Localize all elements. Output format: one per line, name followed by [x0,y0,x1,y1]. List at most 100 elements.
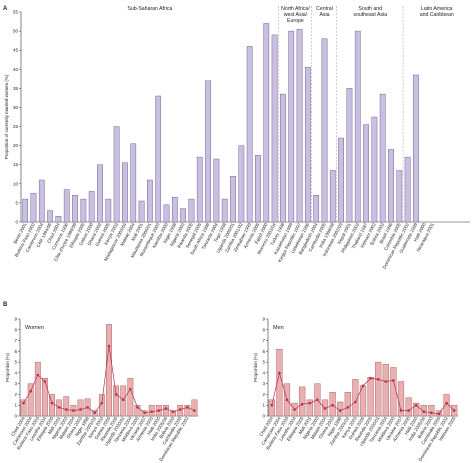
y-tick-label: 5 [14,360,17,365]
bar [443,394,450,417]
bar [352,379,359,417]
line-point [143,411,146,415]
bar [171,196,178,223]
bar [367,377,374,417]
bar [180,208,186,223]
bar [188,198,195,223]
bar [98,394,105,417]
bar [113,126,120,223]
line-point [22,401,25,405]
panel-b-letter: B [3,302,8,308]
y-tick-label: 9 [14,317,17,322]
y-tick-label: 25 [13,124,19,129]
line-point [293,408,296,411]
bar [113,385,120,417]
y-tick-label: 10 [13,181,19,186]
line-point [157,409,161,412]
line-point [178,408,182,411]
region-label: Europe [287,18,304,24]
bar [163,405,169,417]
line-point [445,401,448,405]
bar [268,399,275,417]
line-point [338,409,342,412]
line-point [430,411,433,415]
bar [105,198,112,223]
y-tick-label: 40 [13,67,19,72]
y-tick-label: 3 [14,381,17,386]
bar [263,23,270,223]
line-point [64,408,68,411]
y-tick-label: 3 [262,381,265,386]
bar [80,198,87,223]
line-point [100,401,104,405]
line-point [164,407,168,410]
line-point [93,411,97,415]
bar [63,189,70,223]
bar [313,195,320,223]
bar [338,137,344,223]
panel-a-chart: 0 5 10 15 20 25 30 35 40 45 50 55 Proportion of curr… [4,6,470,270]
line-point [171,410,175,413]
y-tick-label: 2 [262,392,265,397]
bar [379,93,386,223]
bar [191,399,198,417]
y-tick-label: 35 [13,86,19,91]
bar [390,367,397,417]
bar [49,394,55,417]
bar [20,399,27,417]
line-point [316,398,319,402]
y-tick-label: 0 [14,414,17,419]
bar [27,383,34,417]
bar [42,378,48,417]
line-point [407,409,410,412]
bar [346,88,353,223]
bar [305,67,311,223]
region-label: Sub-Saharan Africa [127,6,172,12]
bar [77,399,84,417]
bar [213,158,220,223]
y-tick-label: 1 [262,403,265,408]
bar [404,156,411,223]
bar [230,175,236,223]
y-tick-label: 50 [13,29,19,34]
bar [388,149,394,223]
y-tick-label: 6 [262,349,265,354]
bar [382,364,389,417]
line-point [285,398,289,402]
y-tick-label: 6 [14,349,17,354]
line-point [331,403,334,407]
bar [288,30,295,223]
bar [97,164,103,223]
line-point [346,406,350,409]
bar [354,30,361,223]
bar [344,392,351,417]
line-point [150,410,154,413]
line-point [270,403,274,407]
line-point [369,376,372,380]
y-tick-label: 20 [13,143,19,148]
region-label: South and [358,6,382,12]
bar [55,216,62,223]
bar [371,116,378,223]
bar [130,143,137,223]
bar [306,399,313,417]
line-point [114,393,118,396]
bar [155,95,162,223]
line-point [86,406,89,409]
region-label: Central [316,6,333,12]
region-label: Latin America [421,6,453,12]
bar [396,170,403,223]
line-point [376,378,380,381]
bar [299,386,306,417]
y-tick-label: 8 [14,327,17,332]
line-point [422,410,426,413]
y-tick-label: 30 [13,105,19,110]
bar [134,405,141,417]
y-tick-label: 2 [14,392,17,397]
line-point [129,387,132,391]
line-point [361,384,365,388]
bar [428,405,435,417]
bar [72,195,78,223]
line-point [399,409,403,412]
